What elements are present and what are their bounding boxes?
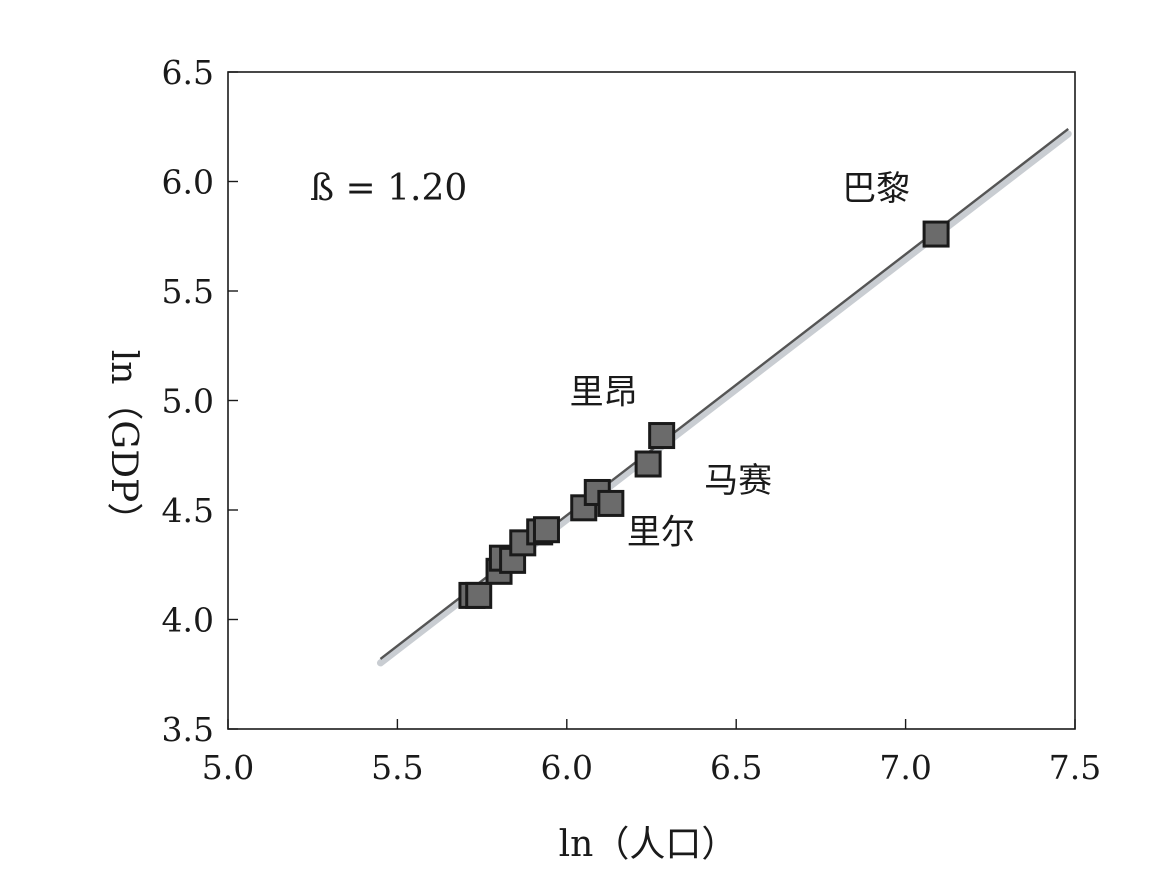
beta-annotation: ß = 1.20 xyxy=(310,168,467,209)
x-tick-label: 7.0 xyxy=(879,748,931,787)
data-point xyxy=(648,422,676,450)
y-tick-label: 6.5 xyxy=(162,53,214,92)
data-point xyxy=(597,489,625,517)
y-tick-label: 3.5 xyxy=(162,710,214,749)
y-tick-label: 5.5 xyxy=(162,272,214,311)
city-label: 里尔 xyxy=(627,512,695,552)
x-tick-label: 7.5 xyxy=(1049,748,1101,787)
x-tick-label: 5.0 xyxy=(202,748,254,787)
city-label: 巴黎 xyxy=(842,169,910,209)
data-point xyxy=(922,220,950,248)
y-axis-label: ln（GDP） xyxy=(103,350,144,539)
x-tick-label: 6.5 xyxy=(710,748,762,787)
y-tick-label: 4.5 xyxy=(162,491,214,530)
data-points xyxy=(458,220,950,609)
y-tick-label: 4.0 xyxy=(162,601,214,640)
city-label: 里昂 xyxy=(570,373,638,413)
x-axis-ticks: 5.0 5.5 6.0 6.5 7.0 7.5 xyxy=(202,719,1101,787)
y-axis-ticks: 3.5 4.0 4.5 5.0 5.5 6.0 6.5 xyxy=(162,53,238,749)
city-label: 马赛 xyxy=(704,461,772,501)
y-tick-label: 6.0 xyxy=(162,163,214,202)
data-point xyxy=(634,450,662,478)
y-tick-label: 5.0 xyxy=(162,382,214,421)
data-point xyxy=(532,516,560,544)
fit-line xyxy=(379,127,1069,660)
x-axis-label: ln（人口） xyxy=(559,824,738,865)
x-tick-label: 5.5 xyxy=(371,748,423,787)
data-point xyxy=(465,581,493,609)
x-tick-label: 6.0 xyxy=(541,748,593,787)
